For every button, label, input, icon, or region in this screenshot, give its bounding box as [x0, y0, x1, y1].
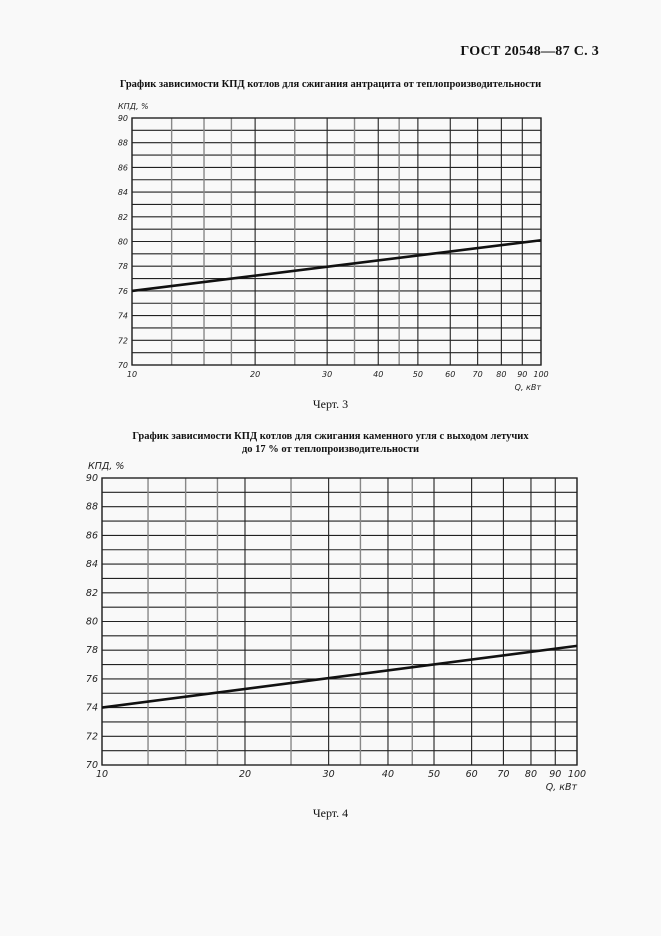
- y-tick-label: 84: [118, 188, 128, 197]
- x-tick-label: 40: [382, 769, 394, 780]
- x-tick-label: 20: [250, 370, 260, 379]
- y-tick-label: 70: [118, 361, 128, 370]
- x-tick-label: 90: [517, 370, 527, 379]
- y-tick-label: 90: [118, 114, 128, 123]
- x-tick-label: 50: [428, 769, 440, 780]
- x-tick-label: 30: [322, 370, 332, 379]
- y-tick-label: 80: [118, 238, 128, 247]
- x-tick-label: 30: [323, 769, 335, 780]
- x-tick-label: 60: [445, 370, 455, 379]
- y-tick-label: 70: [86, 760, 98, 771]
- y-tick-label: 78: [86, 645, 98, 656]
- efficiency-line: [101, 644, 578, 709]
- x-tick-label: 60: [466, 769, 478, 780]
- y-axis-label: КПД, %: [118, 102, 149, 111]
- y-tick-label: 78: [118, 262, 128, 271]
- y-tick-label: 84: [86, 559, 98, 570]
- x-tick-label: 100: [568, 769, 586, 780]
- x-tick-label: 70: [497, 769, 509, 780]
- x-axis-label: Q, кВт: [546, 782, 578, 793]
- chart-1-title: График зависимости КПД котлов для сжиган…: [119, 79, 542, 90]
- x-tick-label: 40: [373, 370, 383, 379]
- x-axis-label: Q, кВт: [515, 383, 542, 392]
- document-reference: ГОСТ 20548—87 С. 3: [460, 44, 599, 59]
- chart-1-caption: Черт. 3: [312, 397, 349, 411]
- chart-2-caption: Черт. 4: [312, 806, 349, 820]
- y-tick-label: 80: [86, 617, 98, 628]
- y-tick-label: 74: [118, 312, 128, 321]
- chart-2-title: График зависимости КПД котлов для сжиган…: [0, 430, 661, 456]
- chart-2-title-line-2: до 17 % от теплопроизводительности: [241, 444, 420, 455]
- y-tick-label: 88: [86, 502, 98, 513]
- chart-2-title-line-1: График зависимости КПД котлов для сжиган…: [132, 431, 529, 442]
- plot-frame: [101, 477, 578, 766]
- y-tick-label: 86: [118, 163, 128, 172]
- x-tick-label: 80: [525, 769, 537, 780]
- y-tick-label: 86: [86, 530, 98, 541]
- x-tick-label: 80: [496, 370, 506, 379]
- y-tick-label: 72: [118, 336, 128, 345]
- y-axis-label: КПД, %: [88, 461, 124, 472]
- y-tick-label: 88: [118, 139, 128, 148]
- y-tick-label: 82: [118, 213, 128, 222]
- x-tick-label: 10: [127, 370, 137, 379]
- x-tick-label: 90: [549, 769, 561, 780]
- x-tick-label: 10: [96, 769, 108, 780]
- x-tick-label: 70: [473, 370, 483, 379]
- y-tick-label: 72: [86, 731, 98, 742]
- y-tick-label: 76: [86, 674, 98, 685]
- efficiency-line: [131, 238, 542, 293]
- x-tick-label: 100: [533, 370, 548, 379]
- y-tick-label: 76: [118, 287, 128, 296]
- y-tick-label: 82: [86, 588, 98, 599]
- y-tick-label: 90: [86, 473, 98, 484]
- y-tick-label: 74: [86, 703, 98, 714]
- x-tick-label: 50: [413, 370, 423, 379]
- x-tick-label: 20: [239, 769, 251, 780]
